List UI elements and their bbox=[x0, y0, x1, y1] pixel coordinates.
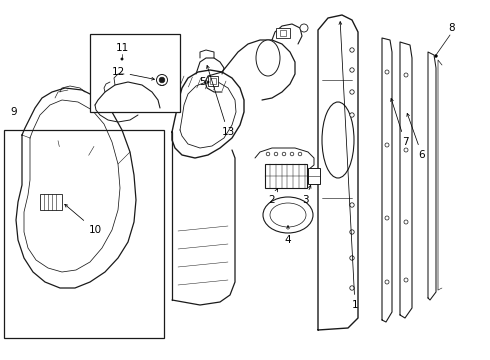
Bar bbox=[308, 168, 320, 184]
Circle shape bbox=[350, 48, 354, 52]
Circle shape bbox=[385, 280, 389, 284]
Circle shape bbox=[350, 203, 354, 207]
Bar bbox=[4, 130, 164, 338]
Circle shape bbox=[404, 148, 408, 152]
Circle shape bbox=[290, 152, 294, 156]
Text: 3: 3 bbox=[302, 185, 311, 205]
Text: 5: 5 bbox=[198, 77, 209, 87]
Circle shape bbox=[404, 220, 408, 224]
Circle shape bbox=[282, 152, 286, 156]
Circle shape bbox=[159, 77, 165, 83]
Text: 2: 2 bbox=[269, 189, 278, 205]
Circle shape bbox=[300, 24, 308, 32]
Text: 10: 10 bbox=[65, 204, 101, 235]
Bar bbox=[265, 164, 307, 188]
Circle shape bbox=[350, 286, 354, 290]
Circle shape bbox=[404, 73, 408, 77]
Circle shape bbox=[385, 216, 389, 220]
Ellipse shape bbox=[256, 40, 280, 76]
Text: 8: 8 bbox=[449, 23, 455, 33]
Text: 1: 1 bbox=[339, 22, 358, 310]
Circle shape bbox=[350, 230, 354, 234]
Bar bbox=[276, 28, 290, 38]
Circle shape bbox=[121, 58, 123, 60]
Bar bbox=[210, 78, 216, 84]
Text: 4: 4 bbox=[285, 226, 292, 245]
Circle shape bbox=[385, 143, 389, 147]
Bar bbox=[280, 30, 286, 36]
Circle shape bbox=[385, 70, 389, 74]
Circle shape bbox=[156, 75, 168, 86]
Ellipse shape bbox=[263, 197, 313, 233]
Circle shape bbox=[350, 90, 354, 94]
Circle shape bbox=[404, 278, 408, 282]
Bar bbox=[90, 34, 180, 112]
Circle shape bbox=[350, 68, 354, 72]
Text: 7: 7 bbox=[391, 99, 408, 147]
Text: 13: 13 bbox=[207, 66, 235, 137]
Circle shape bbox=[298, 152, 302, 156]
Ellipse shape bbox=[322, 102, 354, 178]
Circle shape bbox=[350, 113, 354, 117]
Circle shape bbox=[266, 152, 270, 156]
Text: 12: 12 bbox=[111, 67, 154, 80]
Circle shape bbox=[435, 54, 438, 58]
Text: 11: 11 bbox=[115, 43, 128, 53]
Circle shape bbox=[350, 256, 354, 260]
Bar bbox=[208, 76, 218, 86]
Text: 9: 9 bbox=[11, 107, 17, 117]
Bar bbox=[40, 194, 62, 210]
Ellipse shape bbox=[270, 203, 306, 227]
Text: 6: 6 bbox=[407, 113, 425, 160]
Circle shape bbox=[274, 152, 278, 156]
